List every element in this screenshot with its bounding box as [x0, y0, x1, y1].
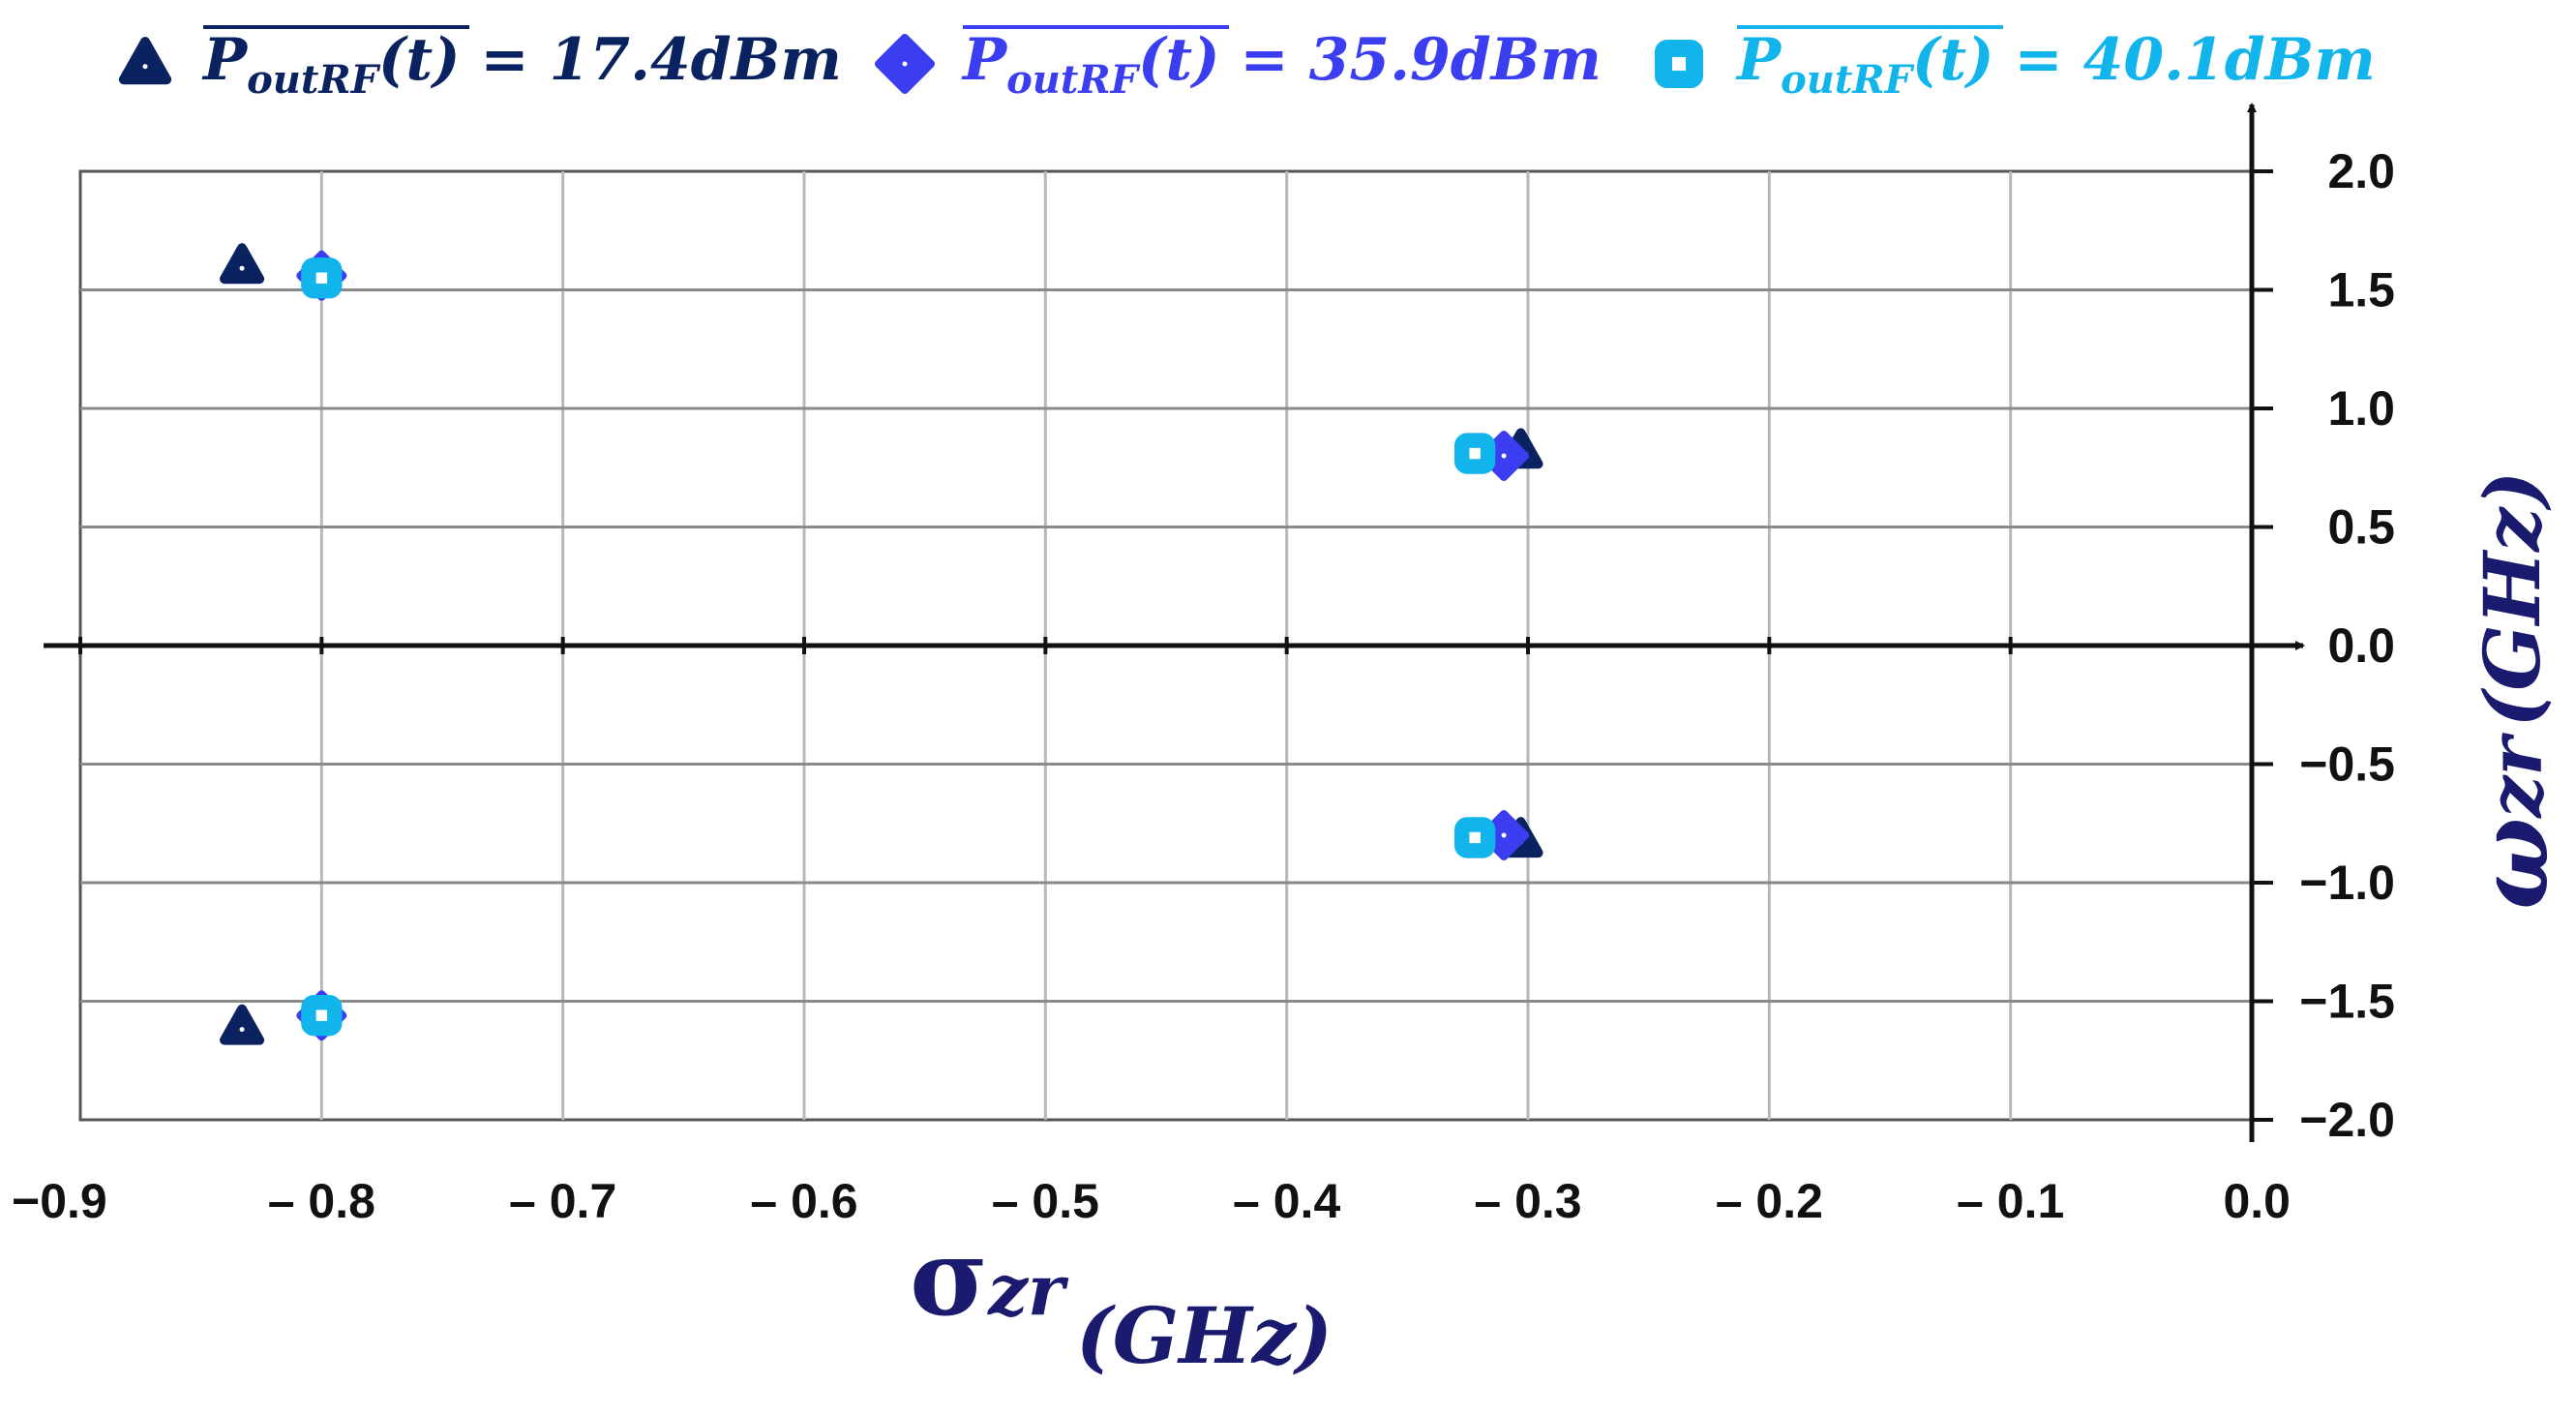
legend-marker-square-hole [1671, 56, 1687, 72]
point-square-s2-hole [315, 272, 328, 284]
y-tick-label: 2.0 [2327, 144, 2395, 198]
y-tick-label: 0.0 [2327, 618, 2395, 673]
point-triangle-s0 [220, 1004, 265, 1045]
axis-titles: σzr(GHz) ωzr(GHz) [910, 471, 2570, 1381]
x-tick-label: 0.0 [2223, 1174, 2291, 1228]
point-triangle-s0 [220, 243, 265, 285]
point-triangle-s0-dot [239, 1027, 245, 1033]
y-tick-label: 1.5 [2327, 263, 2395, 317]
x-axis-title: σzr(GHz) [910, 1215, 1333, 1381]
y-tick-label: −1.0 [2299, 856, 2395, 910]
y-tick-label: 1.0 [2327, 381, 2395, 436]
y-tick-label: −0.5 [2299, 738, 2395, 792]
point-diamond-s1-dot [1501, 453, 1507, 459]
point-diamond-s1-dot [1501, 832, 1507, 838]
y-tick-label: 0.5 [2327, 500, 2395, 555]
x-tick-label: −0.9 [12, 1174, 107, 1228]
x-tick-label: – 0.4 [1233, 1174, 1340, 1228]
y-tick-labels: 2.0 1.5 1.0 0.5 0.0 −0.5 −1.0 −1.5 −2.0 [2299, 144, 2395, 1147]
x-tick-label: – 0.2 [1716, 1174, 1823, 1228]
x-tick-label: – 0.1 [1957, 1174, 2064, 1228]
legend-marker-triangle [118, 37, 172, 85]
y-axis-title: ωzr(GHz) [2456, 471, 2570, 910]
legend-marker-triangle-dot [142, 64, 148, 70]
x-tick-label: – 0.8 [268, 1174, 375, 1228]
point-square-s2-hole [315, 1009, 328, 1021]
legend-marker-diamond-dot [902, 61, 908, 67]
x-tick-label: – 0.5 [992, 1174, 1099, 1228]
axes [44, 103, 2305, 1142]
x-tick-label: – 0.7 [509, 1174, 616, 1228]
legend-label: PoutRF(t) = 40.1dBm [1735, 26, 2376, 103]
legend-label: PoutRF(t) = 35.9dBm [961, 26, 1602, 103]
y-tick-label: −2.0 [2299, 1093, 2395, 1147]
legend: PoutRF(t) = 17.4dBm PoutRF(t) = 35.9dBm Po… [118, 25, 2376, 103]
x-tick-label: – 0.3 [1474, 1174, 1581, 1228]
point-triangle-s0-dot [239, 265, 245, 271]
data-points [220, 243, 1543, 1045]
x-tick-label: – 0.6 [750, 1174, 857, 1228]
legend-label: PoutRF(t) = 17.4dBm [201, 26, 842, 103]
x-tick-labels: −0.9 – 0.8 – 0.7 – 0.6 – 0.5 – 0.4 – 0.3 – 0.2 –… [12, 1174, 2291, 1228]
point-square-s2-hole [1469, 447, 1481, 460]
point-square-s2-hole [1469, 831, 1481, 844]
y-tick-label: −1.5 [2299, 975, 2395, 1029]
